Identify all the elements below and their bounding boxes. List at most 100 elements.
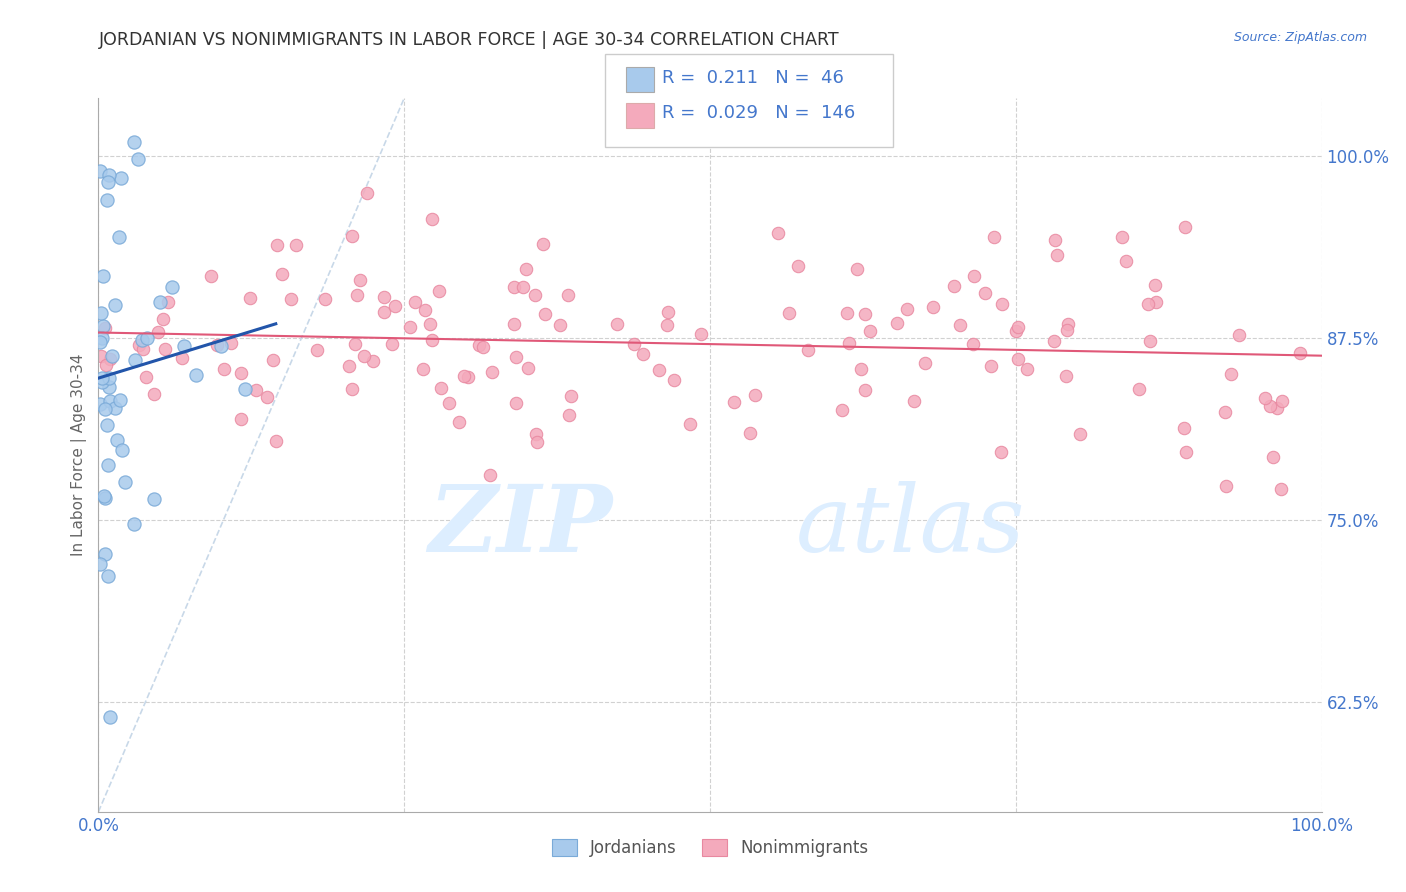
Point [505, 396, 527, 410]
Point [89, 164, 111, 178]
Point [152, 312, 174, 326]
Point [786, 259, 808, 273]
Point [200, 269, 222, 284]
Point [766, 226, 789, 240]
Point [219, 335, 242, 350]
Point [143, 491, 166, 506]
Point [122, 517, 145, 532]
Point [503, 280, 526, 294]
Point [271, 267, 294, 281]
Point [284, 238, 307, 252]
Point [853, 384, 876, 398]
Point [524, 426, 547, 441]
Point [1115, 253, 1137, 268]
Point [1054, 368, 1077, 383]
Point [114, 475, 136, 490]
Point [531, 236, 554, 251]
Point [740, 425, 762, 440]
Point [101, 350, 124, 364]
Point [344, 336, 367, 351]
Point [94, 358, 117, 372]
Point [231, 367, 253, 381]
Point [96, 193, 118, 207]
Text: Source: ZipAtlas.com: Source: ZipAtlas.com [1233, 31, 1367, 45]
Point [89, 558, 111, 572]
Point [558, 408, 581, 422]
Point [89, 306, 111, 320]
Point [1175, 445, 1198, 459]
Point [429, 381, 451, 395]
Point [412, 361, 434, 376]
Point [1173, 421, 1195, 435]
Point [143, 387, 166, 401]
Point [973, 286, 995, 301]
Point [481, 365, 503, 379]
Point [846, 262, 869, 277]
Point [1289, 346, 1312, 360]
Point [122, 135, 145, 149]
Point [94, 321, 117, 335]
Point [349, 273, 371, 287]
Point [1137, 296, 1160, 310]
Point [97, 568, 120, 582]
Point [209, 339, 232, 353]
Point [457, 369, 479, 384]
Point [105, 433, 128, 447]
Point [914, 355, 936, 369]
Point [97, 380, 120, 394]
Point [153, 342, 176, 356]
Point [516, 361, 538, 376]
Point [962, 337, 984, 351]
Point [420, 212, 443, 227]
Point [413, 303, 436, 318]
Text: atlas: atlas [796, 482, 1025, 571]
Point [373, 305, 395, 319]
Point [98, 394, 121, 409]
Point [1043, 233, 1066, 247]
Point [1213, 405, 1236, 419]
Point [93, 318, 115, 333]
Point [1174, 219, 1197, 234]
Point [239, 291, 262, 305]
Point [1220, 367, 1243, 381]
Point [1056, 323, 1078, 337]
Point [340, 382, 363, 396]
Point [468, 338, 491, 352]
Point [89, 396, 111, 410]
Point [502, 317, 524, 331]
Point [633, 347, 655, 361]
Point [922, 301, 945, 315]
Point [128, 337, 150, 351]
Point [160, 280, 183, 294]
Point [353, 349, 375, 363]
Point [98, 351, 121, 366]
Point [1270, 482, 1292, 496]
Point [104, 401, 127, 415]
Point [384, 299, 406, 313]
Point [991, 297, 1014, 311]
Point [90, 349, 112, 363]
Point [1261, 450, 1284, 464]
Point [266, 238, 288, 252]
Point [550, 318, 572, 333]
Point [94, 402, 117, 417]
Point [146, 325, 169, 339]
Point [93, 490, 115, 504]
Point [903, 393, 925, 408]
Point [1111, 230, 1133, 244]
Point [1267, 401, 1289, 416]
Point [91, 268, 114, 283]
Point [172, 351, 194, 366]
Point [91, 331, 114, 345]
Point [655, 318, 678, 333]
Point [1254, 392, 1277, 406]
Point [560, 389, 582, 403]
Point [606, 317, 628, 331]
Point [108, 393, 131, 408]
Point [346, 288, 368, 302]
Point [1215, 478, 1237, 492]
Point [373, 290, 395, 304]
Point [515, 261, 537, 276]
Point [1143, 277, 1166, 292]
Point [89, 334, 111, 349]
